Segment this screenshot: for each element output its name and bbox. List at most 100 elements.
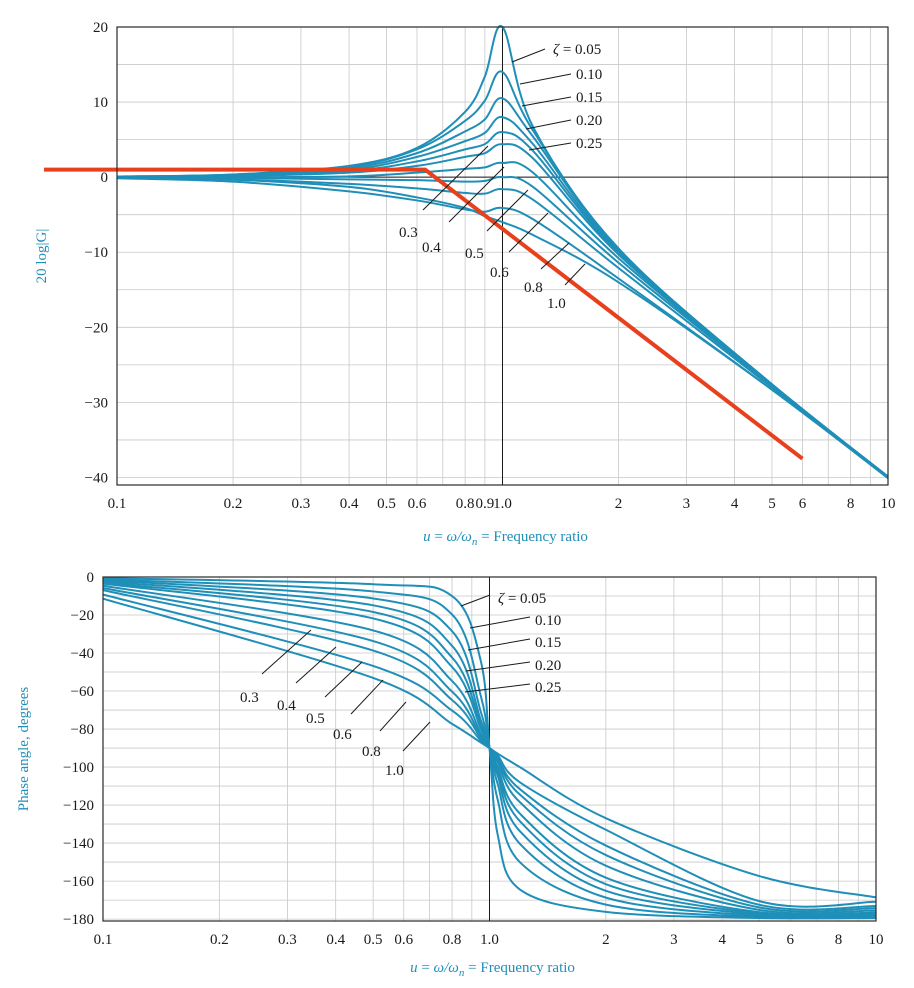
- curve-label-zeta: ζ = 0.05: [498, 591, 546, 607]
- x-tick-label: 2: [615, 496, 623, 512]
- x-tick-label: 0.3: [278, 932, 297, 948]
- x-tick-label: 0.4: [340, 496, 359, 512]
- x-tick-label: 0.9: [475, 496, 494, 512]
- curve-label-zeta: 0.15: [576, 90, 602, 106]
- x-tick-label: 4: [731, 496, 739, 512]
- x-tick-label: 0.5: [364, 932, 383, 948]
- phase-plot-frame: [102, 576, 877, 922]
- series-line-zeta-0.1: [102, 578, 877, 919]
- curve-label-zeta: 0.15: [535, 635, 561, 651]
- phase-x-axis-label: u = ω/ωn = Frequency ratio: [410, 960, 575, 979]
- phase-y-axis-label: Phase angle, degrees: [16, 687, 32, 812]
- x-tick-label: 0.6: [394, 932, 413, 948]
- curve-label-leader: [460, 594, 491, 607]
- x-tick-label: 10: [869, 932, 884, 948]
- asymptote-line: [44, 167, 804, 461]
- series-line-zeta-0.4: [116, 161, 889, 478]
- y-tick-label: −140: [63, 836, 94, 852]
- x-tick-label: 0.1: [108, 496, 127, 512]
- curve-label-leader: [508, 212, 549, 253]
- magnitude-plot-frame: [116, 26, 889, 486]
- y-tick-label: −180: [63, 912, 94, 928]
- y-tick-label: 10: [93, 95, 108, 111]
- curve-label-zeta: 0.4: [277, 698, 296, 714]
- x-tick-label: 3: [670, 932, 678, 948]
- curve-label-zeta: 0.25: [535, 680, 561, 696]
- curve-label-leader: [540, 242, 570, 270]
- y-tick-label: −40: [71, 646, 94, 662]
- y-tick-label: −80: [71, 722, 94, 738]
- curve-label-leader: [379, 701, 407, 732]
- x-tick-label: 5: [756, 932, 764, 948]
- curve-label-leader: [261, 629, 312, 675]
- x-tick-label: 1.0: [480, 932, 499, 948]
- curve-label-zeta: 0.8: [362, 744, 381, 760]
- y-tick-label: 0: [87, 570, 95, 586]
- x-tick-label: 8: [847, 496, 855, 512]
- series-line-zeta-0.05: [102, 577, 877, 920]
- series-line-zeta-0.15: [102, 579, 877, 919]
- curve-label-leader: [486, 189, 529, 232]
- series-line-zeta-1: [102, 597, 877, 899]
- curve-label-zeta: 0.20: [535, 658, 561, 674]
- x-tick-label: 0.2: [210, 932, 229, 948]
- curve-label-zeta: 0.3: [240, 690, 259, 706]
- magnitude-x-axis-label: u = ω/ωn = Frequency ratio: [423, 529, 588, 548]
- curve-label-leader: [528, 142, 572, 151]
- x-tick-label: 2: [602, 932, 610, 948]
- x-tick-label: 10: [881, 496, 896, 512]
- curve-label-leader: [564, 263, 586, 286]
- x-tick-label: 6: [787, 932, 795, 948]
- series-line-zeta-0.6: [116, 176, 889, 479]
- x-tick-label: 0.8: [456, 496, 475, 512]
- y-tick-label: −30: [85, 395, 108, 411]
- x-tick-label: 0.5: [377, 496, 396, 512]
- x-tick-label: 4: [718, 932, 726, 948]
- curve-label-leader: [464, 683, 531, 693]
- magnitude-y-axis-label: 20 log|G|: [34, 229, 50, 284]
- x-tick-label: 8: [835, 932, 843, 948]
- curve-label-zeta: ζ = 0.05: [553, 42, 601, 58]
- curve-label-leader: [422, 145, 489, 211]
- curve-label-leader: [519, 73, 572, 85]
- y-tick-label: −40: [85, 470, 108, 486]
- y-tick-label: −160: [63, 874, 94, 890]
- curve-label-zeta: 0.5: [306, 711, 325, 727]
- curve-label-zeta: 0.8: [524, 280, 543, 296]
- curve-label-leader: [350, 679, 384, 715]
- curve-label-leader: [448, 166, 505, 223]
- curve-label-zeta: 0.10: [535, 613, 561, 629]
- curve-label-zeta: 1.0: [547, 296, 566, 312]
- y-tick-label: 20: [93, 20, 108, 36]
- curve-label-leader: [465, 661, 531, 672]
- curve-label-zeta: 0.5: [465, 246, 484, 262]
- series-line-zeta-0.5: [116, 175, 889, 478]
- y-tick-label: −20: [85, 320, 108, 336]
- curve-label-leader: [521, 96, 572, 107]
- x-tick-label: 0.3: [292, 496, 311, 512]
- curve-label-zeta: 0.25: [576, 136, 602, 152]
- x-tick-label: 0.6: [408, 496, 427, 512]
- curve-label-leader: [467, 638, 531, 651]
- x-tick-label: 1.0: [493, 496, 512, 512]
- y-tick-label: −20: [71, 608, 94, 624]
- x-tick-label: 6: [799, 496, 807, 512]
- curve-label-leader: [402, 721, 431, 752]
- y-tick-label: −100: [63, 760, 94, 776]
- curve-label-leader: [324, 661, 363, 698]
- curve-label-zeta: 1.0: [385, 763, 404, 779]
- curve-label-zeta: 0.6: [490, 265, 509, 281]
- curve-label-leader: [525, 119, 572, 130]
- curve-label-leader: [511, 48, 546, 63]
- curve-label-leader: [295, 646, 337, 684]
- curve-label-zeta: 0.20: [576, 113, 602, 129]
- y-tick-label: −60: [71, 684, 94, 700]
- phase-plot: 0 −20 −40 −60 −80 −100 −120 −140 −160 −180 0.1 0.2…: [16, 570, 884, 979]
- x-tick-label: 0.8: [443, 932, 462, 948]
- x-tick-label: 0.1: [94, 932, 113, 948]
- x-tick-label: 0.4: [326, 932, 345, 948]
- curve-label-zeta: 0.6: [333, 727, 352, 743]
- y-tick-label: −120: [63, 798, 94, 814]
